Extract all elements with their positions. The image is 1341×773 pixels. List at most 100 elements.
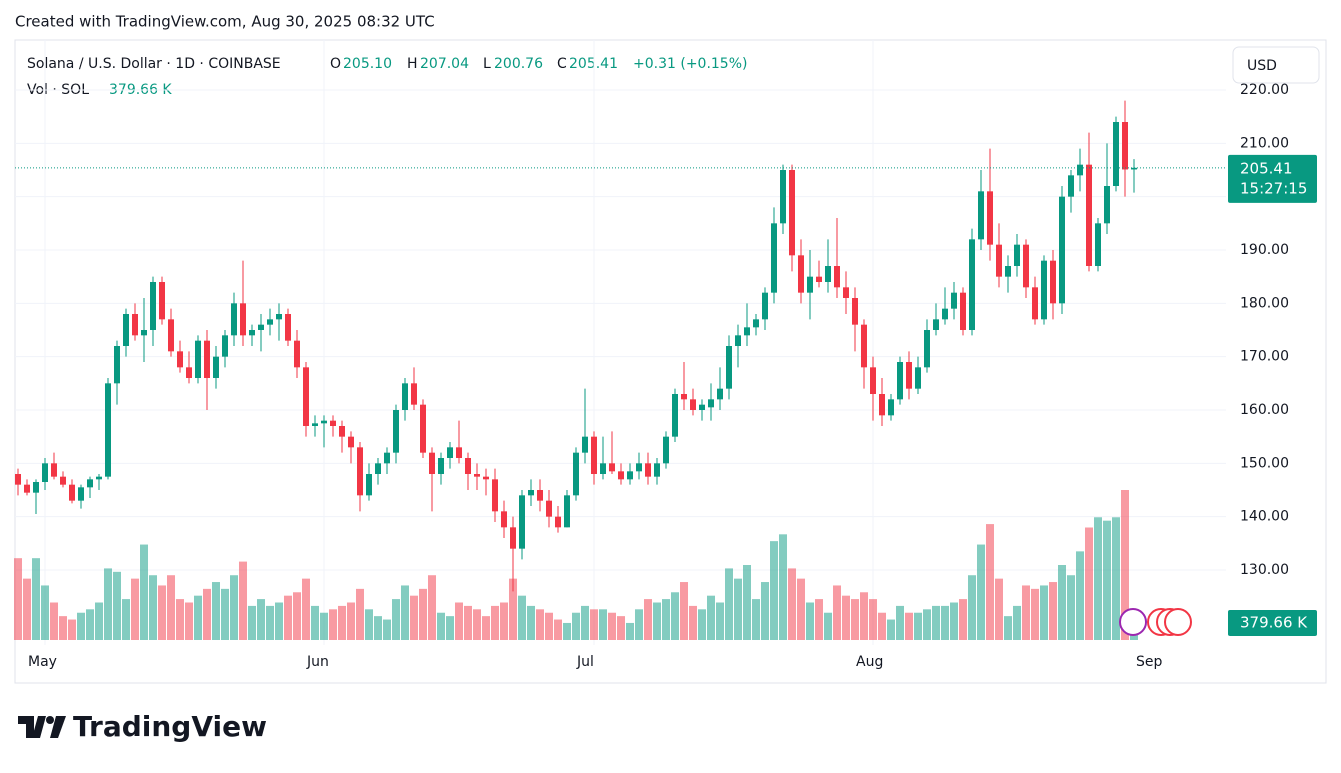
candle-body [411,383,417,405]
volume-bar [635,609,643,640]
candle-body [852,298,858,325]
currency-button[interactable] [1232,46,1320,84]
candle-body [456,447,462,458]
volume-bar [266,605,274,640]
symbol: Solana / U.S. Dollar · 1D · COINBASE [27,56,281,72]
volume-bar [347,602,355,640]
candle-body [537,490,543,501]
price-tag-value: 205.41 [1240,159,1293,177]
volume-bar [464,605,472,640]
candle-body [1050,260,1056,304]
y-tick-label: 150.00 [1240,455,1289,471]
y-tick-label: 180.00 [1240,295,1289,311]
candle-body [879,394,885,416]
candle-body [276,314,282,320]
candle-body [384,452,390,464]
volume-bar [257,599,265,640]
volume-bar [23,578,31,640]
candle-body [996,244,1002,277]
volume-bar [1058,565,1066,640]
candle-body [1005,266,1011,277]
candle-body [771,223,777,293]
volume-bar [1094,517,1102,640]
volume-bar [248,605,256,640]
volume-bar [32,558,40,640]
volume-bar [428,575,436,640]
candle-body [510,527,516,549]
volume-bar [122,599,130,640]
volume-bar [914,612,922,640]
volume-bar [671,592,679,640]
volume-bar [284,595,292,640]
volume-bar [113,571,121,640]
candle-body [348,436,354,448]
candle-body [303,367,309,426]
volume-bar [986,524,994,640]
candle-body [690,399,696,410]
candle-body [1068,175,1074,197]
candle-body [825,266,831,282]
candle-body [42,463,48,482]
candle-body [942,308,948,320]
volume-bar [194,595,202,640]
x-tick-label: Jul [576,654,594,670]
volume-bar [626,622,634,640]
volume-bar [320,612,328,640]
candle-body [708,399,714,408]
candle-body [609,463,615,472]
candle-body [1113,122,1119,186]
candle-body [933,319,939,330]
candle-body [375,463,381,474]
brand-logo [18,716,66,738]
volume-bar [419,588,427,640]
volume-bar [482,616,490,640]
candle-body [1032,287,1038,320]
volume-bar [950,602,958,640]
currency[interactable]: USD [1247,58,1277,74]
candle-body [573,452,579,496]
volume-bar [158,585,166,640]
y-tick-label: 190.00 [1240,242,1289,258]
candle-body [96,476,102,480]
candle-body [132,314,138,336]
volume-bar [14,558,22,640]
volume-bar [338,605,346,640]
candle-body [402,383,408,410]
price-tag [1228,154,1317,203]
plot: 130.00 140.00 150.00 160.00 170.00 180.00 190.… [14,40,1317,670]
candle-body [24,484,30,493]
candle-body [780,170,786,224]
brand: TradingView [73,710,267,743]
volume-bar [1013,605,1021,640]
candle-body [816,276,822,282]
candle-body [249,330,255,336]
event-icon [1119,608,1147,636]
candle-body [168,319,174,352]
volume-bar [50,602,58,640]
candle-body [285,314,291,341]
volume-bar [752,599,760,640]
volume-bar [239,561,247,640]
volume-bar [608,612,616,640]
volume-bar [230,575,238,640]
candle-body [1014,244,1020,266]
y-tick-label: 220.00 [1240,82,1289,98]
volume-bar [644,599,652,640]
volume-bar [509,578,517,640]
candle-body [429,452,435,474]
candle-body [105,383,111,477]
candle-body [366,474,372,496]
high-label: H [407,56,418,72]
candle-body [501,511,507,528]
x-tick-label: Jun [306,654,329,670]
change: +0.31 (+0.15%) [633,56,747,72]
volume-bar [779,534,787,640]
volume-bar [473,609,481,640]
candle-body [231,303,237,336]
candle-body [60,476,66,485]
volume-bar [725,568,733,640]
candle-body [87,479,93,488]
volume-bar [59,616,67,640]
volume-bar [770,541,778,640]
volume-bar [77,612,85,640]
